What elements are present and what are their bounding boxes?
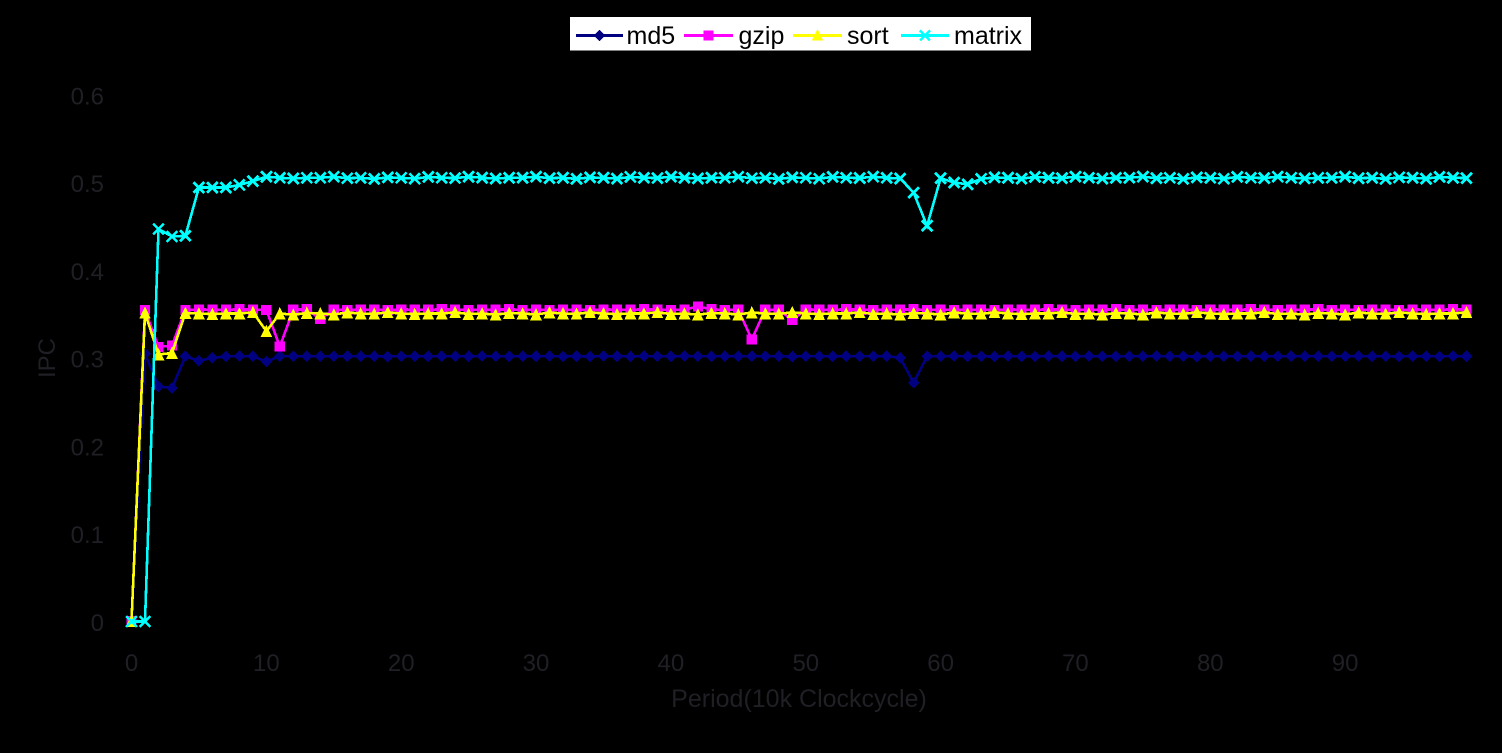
svg-text:0: 0 bbox=[91, 610, 104, 637]
svg-text:80: 80 bbox=[1197, 650, 1224, 677]
svg-text:sort: sort bbox=[847, 22, 889, 50]
svg-text:matrix: matrix bbox=[954, 22, 1023, 50]
svg-text:60: 60 bbox=[927, 650, 954, 677]
svg-text:0: 0 bbox=[125, 650, 138, 677]
svg-text:30: 30 bbox=[523, 650, 550, 677]
svg-text:0.4: 0.4 bbox=[71, 259, 104, 286]
svg-text:0.5: 0.5 bbox=[71, 171, 104, 198]
svg-text:IPC: IPC bbox=[34, 338, 61, 378]
svg-text:90: 90 bbox=[1332, 650, 1359, 677]
svg-text:50: 50 bbox=[792, 650, 819, 677]
svg-text:0.1: 0.1 bbox=[71, 522, 104, 549]
svg-text:0.2: 0.2 bbox=[71, 434, 104, 461]
svg-text:10: 10 bbox=[253, 650, 280, 677]
svg-text:Period(10k Clockcycle): Period(10k Clockcycle) bbox=[671, 685, 927, 713]
svg-text:md5: md5 bbox=[627, 22, 676, 50]
svg-text:20: 20 bbox=[388, 650, 415, 677]
svg-text:0.6: 0.6 bbox=[71, 83, 104, 110]
svg-text:70: 70 bbox=[1062, 650, 1089, 677]
svg-text:gzip: gzip bbox=[739, 22, 785, 50]
svg-text:0.3: 0.3 bbox=[71, 347, 104, 374]
svg-text:40: 40 bbox=[658, 650, 685, 677]
